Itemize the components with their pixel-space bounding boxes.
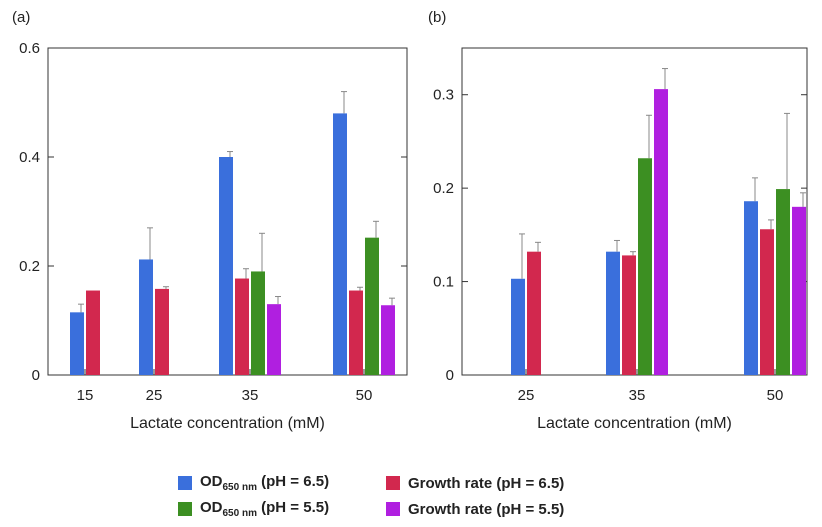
bar-gr-ph65 — [622, 255, 636, 375]
legend-row: OD650 nm (pH = 6.5) Growth rate (pH = 6.… — [178, 470, 658, 496]
bar-gr-ph65 — [527, 251, 541, 375]
legend-item-gr-ph65: Growth rate (pH = 6.5) — [386, 475, 626, 492]
y-tick-label: 0.2 — [19, 258, 40, 275]
bar-od-ph55 — [776, 189, 790, 375]
bar-od-ph65 — [219, 157, 233, 375]
bar-gr-ph65 — [349, 290, 363, 375]
x-tick-label: 50 — [767, 387, 784, 404]
legend-swatch-od-ph55 — [178, 502, 192, 516]
legend-swatch-gr-ph65 — [386, 476, 400, 490]
panel-label: (b) — [428, 9, 446, 26]
legend-swatch-gr-ph55 — [386, 502, 400, 516]
bar-od-ph65 — [606, 251, 620, 375]
x-axis-label: Lactate concentration (mM) — [537, 415, 732, 432]
legend-swatch-od-ph65 — [178, 476, 192, 490]
x-tick-label: 50 — [356, 387, 373, 404]
x-tick-label: 15 — [77, 387, 94, 404]
legend: OD650 nm (pH = 6.5) Growth rate (pH = 6.… — [178, 470, 658, 522]
legend-row: OD650 nm (pH = 5.5) Growth rate (pH = 5.… — [178, 496, 658, 522]
bar-gr-ph65 — [86, 290, 100, 375]
bar-gr-ph55 — [792, 206, 806, 375]
y-tick-label: 0 — [446, 367, 454, 384]
legend-label: OD650 nm (pH = 6.5) — [200, 473, 330, 493]
legend-item-od-ph55: OD650 nm (pH = 5.5) — [178, 499, 386, 519]
x-tick-label: 35 — [242, 387, 259, 404]
bar-gr-ph55 — [267, 304, 281, 375]
x-tick-label: 35 — [629, 387, 646, 404]
bar-od-ph65 — [70, 312, 84, 375]
bar-od-ph55 — [638, 158, 652, 375]
bar-od-ph65 — [511, 278, 525, 375]
bar-od-ph65 — [333, 113, 347, 376]
legend-label: Growth rate (pH = 6.5) — [408, 474, 565, 492]
legend-item-gr-ph55: Growth rate (pH = 5.5) — [386, 501, 626, 518]
y-tick-label: 0.6 — [19, 40, 40, 57]
panel-label: (a) — [12, 9, 30, 26]
legend-item-od-ph65: OD650 nm (pH = 6.5) — [178, 473, 386, 493]
bar-od-ph55 — [251, 271, 265, 375]
bar-gr-ph55 — [381, 305, 395, 375]
chart-panel-b: (b) 0 0.1 0.2 0.3 25 35 50 Lactate concentration… — [428, 9, 808, 432]
bar-gr-ph65 — [760, 229, 774, 375]
bar-od-ph65 — [744, 201, 758, 375]
bar-od-ph65 — [139, 259, 153, 375]
x-tick-label: 25 — [518, 387, 535, 404]
y-tick-label: 0.3 — [433, 87, 454, 104]
y-tick-label: 0.2 — [433, 180, 454, 197]
x-axis-label: Lactate concentration (mM) — [130, 415, 325, 432]
x-tick-label: 25 — [146, 387, 163, 404]
y-tick-label: 0 — [32, 367, 40, 384]
bar-gr-ph65 — [155, 288, 169, 375]
chart-panel-a: (a) 0 0.2 0.4 0.6 15 25 35 50 Lactate concentrati… — [12, 9, 408, 432]
legend-label: Growth rate (pH = 5.5) — [408, 500, 565, 518]
bar-od-ph55 — [365, 237, 379, 375]
figure: (a) 0 0.2 0.4 0.6 15 25 35 50 Lactate concentrati… — [12, 9, 808, 432]
y-tick-label: 0.1 — [433, 274, 454, 291]
bar-gr-ph55 — [654, 89, 668, 375]
y-tick-label: 0.4 — [19, 149, 40, 166]
bar-gr-ph65 — [235, 278, 249, 375]
legend-label: OD650 nm (pH = 5.5) — [200, 499, 330, 519]
